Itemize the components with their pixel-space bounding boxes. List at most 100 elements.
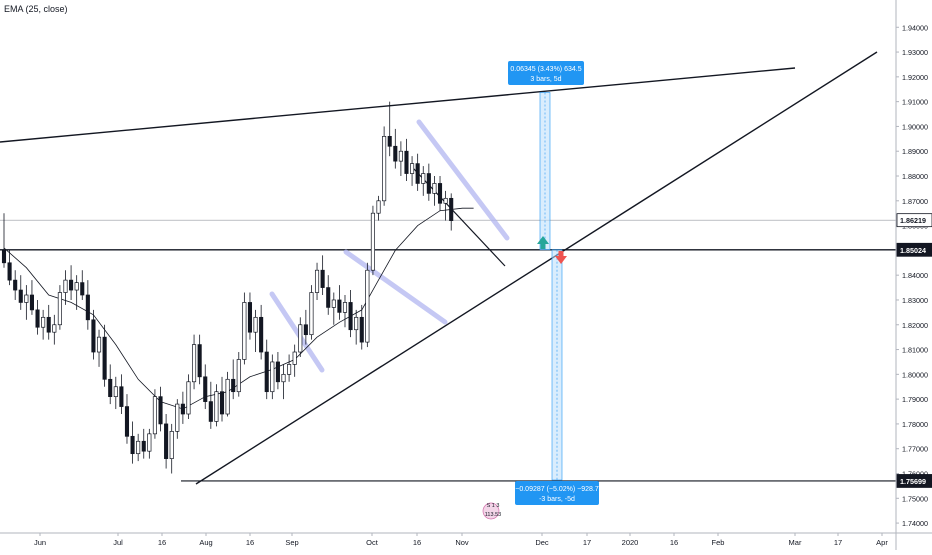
candle-body bbox=[197, 344, 202, 378]
candle-body bbox=[152, 396, 157, 435]
candle-body bbox=[124, 406, 130, 437]
candle-body bbox=[259, 316, 264, 353]
channel-line bbox=[343, 249, 448, 325]
candle-body bbox=[69, 279, 74, 291]
candle-body bbox=[337, 299, 342, 313]
price-badge bbox=[896, 474, 932, 488]
candle-body bbox=[236, 359, 241, 393]
channel-line bbox=[416, 119, 510, 241]
indicator-legend[interactable]: EMA (25, close) bbox=[4, 4, 68, 14]
candle-body bbox=[113, 386, 118, 398]
candle-body bbox=[270, 361, 275, 393]
candle-body bbox=[7, 262, 12, 281]
x-tick-label: 16 bbox=[670, 538, 678, 547]
y-tick-label: 1.75000 bbox=[902, 494, 928, 503]
candle-body bbox=[426, 173, 431, 194]
price-badge bbox=[896, 213, 932, 228]
measure-down-label-box bbox=[515, 481, 599, 505]
drawings-layer bbox=[0, 51, 896, 485]
x-tick-label: 17 bbox=[583, 538, 591, 547]
candle-body bbox=[203, 376, 208, 402]
x-tick-label: 16 bbox=[158, 538, 166, 547]
candle-body bbox=[342, 302, 348, 313]
candle-body bbox=[370, 212, 375, 271]
x-tick-label: Apr bbox=[876, 538, 888, 547]
candle-body bbox=[158, 396, 163, 425]
x-tick-label: Oct bbox=[366, 538, 379, 547]
measure-up-label-line1: 0.06345 (3.43%) 634.5 bbox=[510, 66, 581, 73]
candle-body bbox=[253, 316, 258, 333]
candle-body bbox=[287, 364, 292, 375]
measure-down-label-line2: -3 bars, -5d bbox=[539, 496, 575, 503]
x-tick-label: Aug bbox=[199, 538, 212, 547]
candle-body bbox=[35, 309, 40, 328]
candle-body bbox=[398, 150, 403, 162]
candle-body bbox=[231, 378, 236, 393]
candle-body bbox=[63, 279, 68, 293]
ascending-trendline bbox=[195, 51, 878, 485]
upper-trendline bbox=[0, 67, 796, 143]
candle-body bbox=[164, 423, 169, 459]
candle-body bbox=[404, 150, 409, 174]
candle-body bbox=[192, 344, 197, 383]
candle-body bbox=[359, 316, 364, 343]
x-tick-label: 16 bbox=[246, 538, 254, 547]
candle-body bbox=[13, 279, 18, 291]
candle-body bbox=[242, 302, 247, 360]
event-marker-icon bbox=[482, 502, 500, 520]
y-tick-label: 1.84000 bbox=[902, 271, 928, 280]
candle-body bbox=[247, 302, 253, 333]
y-tick-label: 1.88000 bbox=[902, 172, 928, 181]
x-tick-label: Jun bbox=[34, 538, 46, 547]
candle-body bbox=[432, 183, 437, 194]
candle-body bbox=[348, 302, 353, 331]
event-marker-line1: S 1 3 bbox=[487, 503, 500, 509]
y-tick-label: 1.93000 bbox=[902, 48, 928, 57]
candle-body bbox=[169, 431, 174, 459]
candle-body bbox=[214, 391, 219, 422]
up-arrow-icon bbox=[537, 236, 549, 249]
candle-body bbox=[219, 391, 225, 415]
x-tick-label: Dec bbox=[535, 538, 549, 547]
y-tick-label: 1.89000 bbox=[902, 147, 928, 156]
price-badge bbox=[896, 242, 932, 257]
candle-body bbox=[102, 336, 107, 380]
candle-body bbox=[314, 269, 320, 293]
measure-layer: 0.06345 (3.43%) 634.5 3 bars, 5d −0.09287 … bbox=[482, 61, 599, 520]
candle-body bbox=[24, 294, 29, 303]
candle-body bbox=[85, 294, 90, 321]
candle-body bbox=[186, 381, 191, 415]
candle-body bbox=[365, 269, 370, 343]
y-tick-label: 1.76000 bbox=[902, 470, 928, 479]
y-tick-label: 1.87000 bbox=[902, 197, 928, 206]
measure-up-label-line2: 3 bars, 5d bbox=[530, 76, 561, 83]
x-tick-label: Nov bbox=[455, 538, 469, 547]
y-tick-label: 1.92000 bbox=[902, 73, 928, 82]
down-arrow-icon bbox=[555, 251, 567, 264]
price-badge-label: 1.86219 bbox=[900, 216, 926, 225]
candle-body bbox=[320, 269, 325, 288]
candle-body bbox=[331, 299, 336, 308]
measure-down-box bbox=[551, 249, 563, 481]
candle-body bbox=[108, 378, 113, 398]
candle-body bbox=[376, 200, 381, 214]
candle-body bbox=[52, 324, 57, 333]
candle-body bbox=[421, 173, 426, 184]
x-tick-label: 2020 bbox=[622, 538, 639, 547]
candle-body bbox=[275, 361, 280, 383]
candle-body bbox=[91, 319, 96, 353]
candle-body bbox=[96, 336, 102, 353]
price-badge-label: 1.75699 bbox=[900, 477, 926, 486]
candle-body bbox=[382, 135, 387, 202]
candle-body bbox=[326, 287, 331, 308]
y-tick-label: 1.78000 bbox=[902, 420, 928, 429]
candle-body bbox=[298, 324, 303, 353]
candle-body bbox=[180, 403, 185, 415]
x-tick-label: Jul bbox=[113, 538, 123, 547]
candle-body bbox=[264, 351, 269, 393]
candle-body bbox=[292, 351, 297, 365]
candle-body bbox=[443, 197, 448, 204]
measure-down-label-line1: −0.09287 (−5.02%) −928.7 bbox=[515, 486, 599, 493]
